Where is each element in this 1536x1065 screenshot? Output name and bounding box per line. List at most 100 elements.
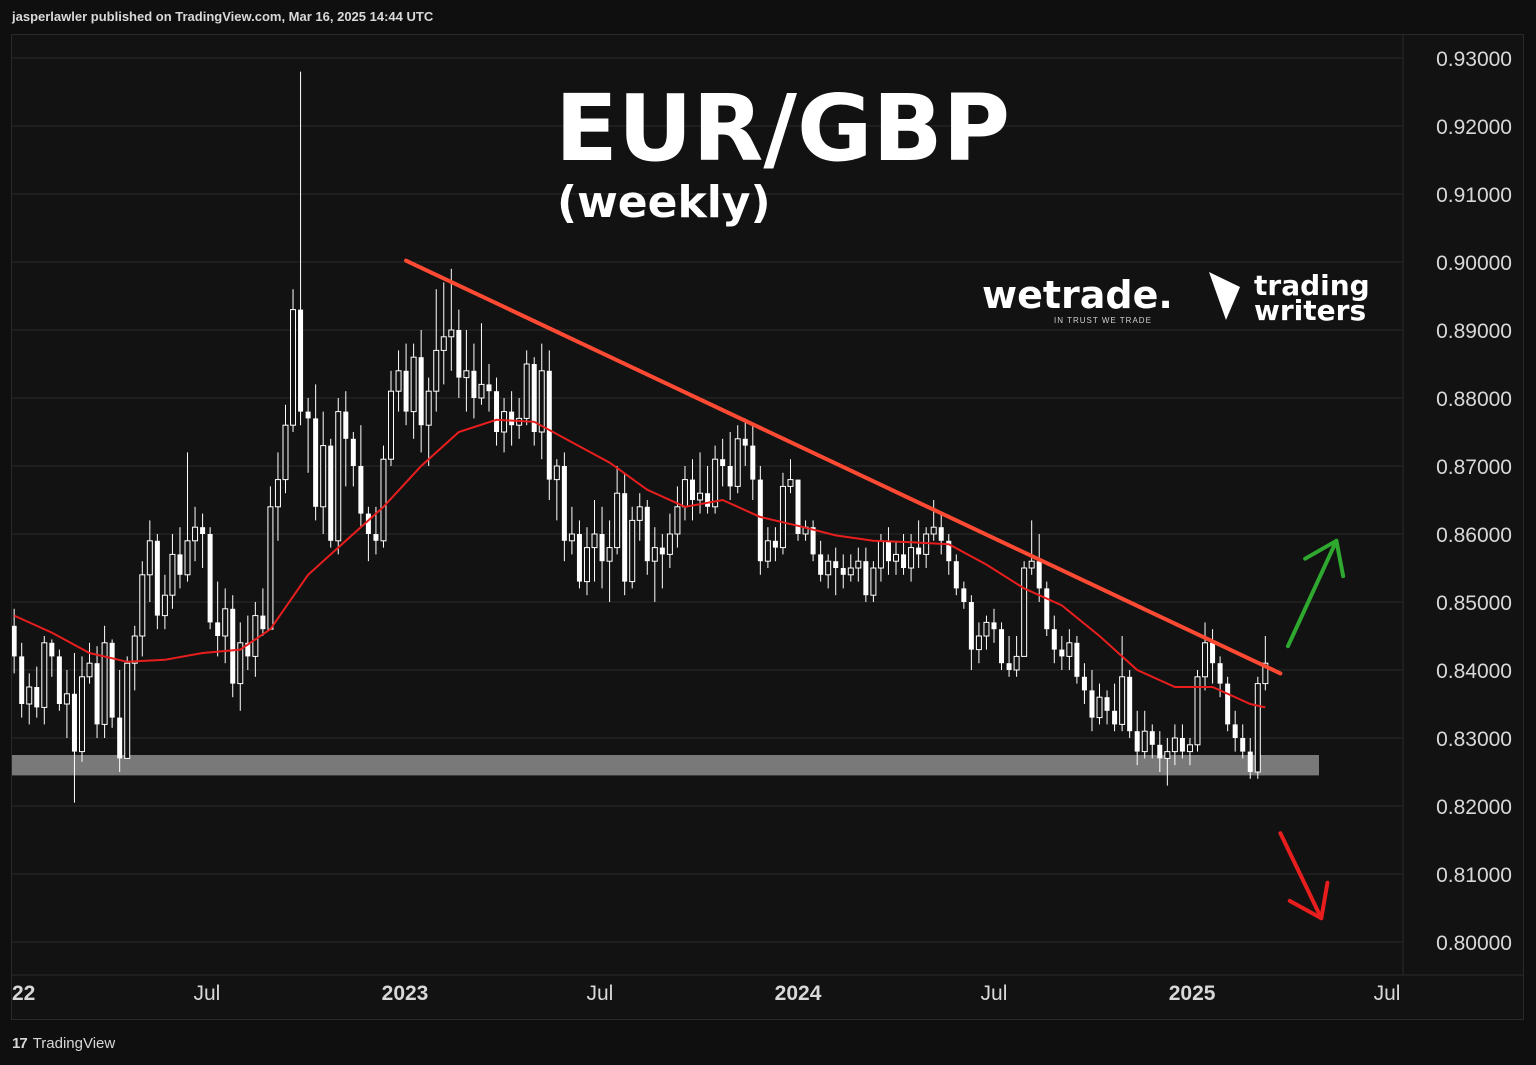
- candle: [734, 425, 741, 494]
- candle: [599, 506, 605, 589]
- candle: [177, 527, 183, 589]
- candle: [930, 500, 937, 541]
- x-tick-label: Jul: [586, 982, 613, 1005]
- candle-body: [561, 466, 567, 541]
- candle-body: [1202, 642, 1209, 678]
- tradingview-logo-icon[interactable]: 17: [12, 1034, 28, 1052]
- candle: [1149, 724, 1155, 759]
- candle-body: [961, 588, 967, 602]
- candle-body: [41, 642, 48, 708]
- candle-body: [298, 309, 304, 412]
- support-zone: [12, 755, 1319, 776]
- candle: [63, 670, 70, 738]
- candle-body: [983, 621, 990, 637]
- candle-body: [12, 625, 17, 657]
- candle-body: [245, 642, 251, 657]
- x-tick-label: 2022: [12, 982, 35, 1005]
- y-axis[interactable]: 0.93000 0.92000 0.91000 0.90000 0.89000 0.880…: [1436, 48, 1512, 955]
- candle: [267, 486, 274, 630]
- candle-body: [1051, 629, 1057, 650]
- candle: [425, 377, 432, 466]
- candle-body: [494, 391, 500, 432]
- candle: [946, 534, 952, 575]
- candle: [614, 466, 621, 555]
- x-tick-label: Jul: [981, 982, 1008, 1005]
- candle-body: [885, 540, 891, 562]
- candle: [486, 364, 492, 412]
- trading-writers-icon: [1209, 272, 1240, 320]
- candle: [1059, 636, 1065, 670]
- candle-body: [908, 547, 915, 569]
- candle: [772, 527, 778, 562]
- candle: [365, 506, 371, 562]
- y-tick-label: 0.83000: [1436, 728, 1512, 751]
- candle: [335, 398, 342, 555]
- tradingview-brand[interactable]: TradingView: [32, 1034, 116, 1052]
- candle-body: [1149, 731, 1155, 745]
- candle-body: [34, 687, 40, 708]
- candle-body: [388, 390, 395, 460]
- candle: [26, 673, 33, 725]
- candle-body: [1134, 731, 1140, 752]
- trendline-layer: [404, 258, 1283, 676]
- candle: [523, 350, 530, 426]
- trading-writers-line1: trading: [1254, 269, 1370, 302]
- candle: [1089, 670, 1095, 732]
- candle-body: [78, 676, 85, 753]
- candle-body: [568, 533, 575, 542]
- candle-body: [750, 445, 756, 480]
- candle: [1179, 724, 1185, 759]
- candle-body: [916, 547, 922, 555]
- candle-body: [1247, 751, 1253, 772]
- candle-body: [154, 540, 160, 616]
- candle-body: [636, 506, 643, 521]
- candle-body: [1081, 676, 1087, 691]
- candle: [825, 554, 832, 589]
- candle: [583, 527, 590, 596]
- candle: [720, 438, 726, 487]
- candle-body: [71, 693, 77, 752]
- candle-body: [923, 533, 930, 555]
- candle-body: [629, 519, 636, 583]
- candle-body: [674, 506, 681, 535]
- candle-body: [260, 615, 266, 630]
- candle: [1225, 676, 1231, 732]
- candle-body: [697, 492, 704, 501]
- candle: [644, 500, 650, 575]
- candle: [440, 282, 447, 385]
- candle-body: [825, 560, 832, 576]
- price-chart[interactable]: 0.93000 0.92000 0.91000 0.90000 0.89000 0.880…: [12, 35, 1523, 1019]
- candle: [681, 466, 688, 521]
- candle-body: [1179, 738, 1185, 752]
- y-tick-label: 0.88000: [1436, 388, 1512, 411]
- candle: [19, 642, 25, 718]
- candle-body: [177, 554, 183, 575]
- chart-panel[interactable]: 0.93000 0.92000 0.91000 0.90000 0.89000 0.880…: [11, 34, 1524, 1020]
- candle-body: [1036, 561, 1042, 589]
- candle: [456, 309, 462, 398]
- candle: [561, 452, 567, 562]
- candle: [953, 554, 959, 596]
- candle-body: [252, 615, 259, 657]
- candle: [622, 472, 628, 596]
- candle: [410, 343, 417, 439]
- candle-body: [410, 356, 417, 413]
- y-tick-label: 0.81000: [1436, 864, 1512, 887]
- candle: [34, 666, 40, 718]
- candle: [553, 459, 560, 521]
- candle: [795, 479, 801, 541]
- arrow-shaft: [1278, 831, 1324, 921]
- candle-body: [509, 411, 515, 426]
- candle: [154, 534, 160, 630]
- y-tick-label: 0.82000: [1436, 796, 1512, 819]
- x-axis[interactable]: 2022 Jul 2023 Jul 2024 Jul 2025 Jul: [12, 982, 1400, 1005]
- candle-body: [478, 383, 485, 399]
- candle-body: [946, 540, 952, 562]
- candle-body: [742, 438, 748, 446]
- candle-body: [1089, 690, 1095, 718]
- candle: [109, 639, 115, 728]
- candle: [1254, 676, 1261, 779]
- candle-body: [681, 479, 688, 508]
- candle-body: [1225, 683, 1231, 725]
- candle: [591, 500, 598, 582]
